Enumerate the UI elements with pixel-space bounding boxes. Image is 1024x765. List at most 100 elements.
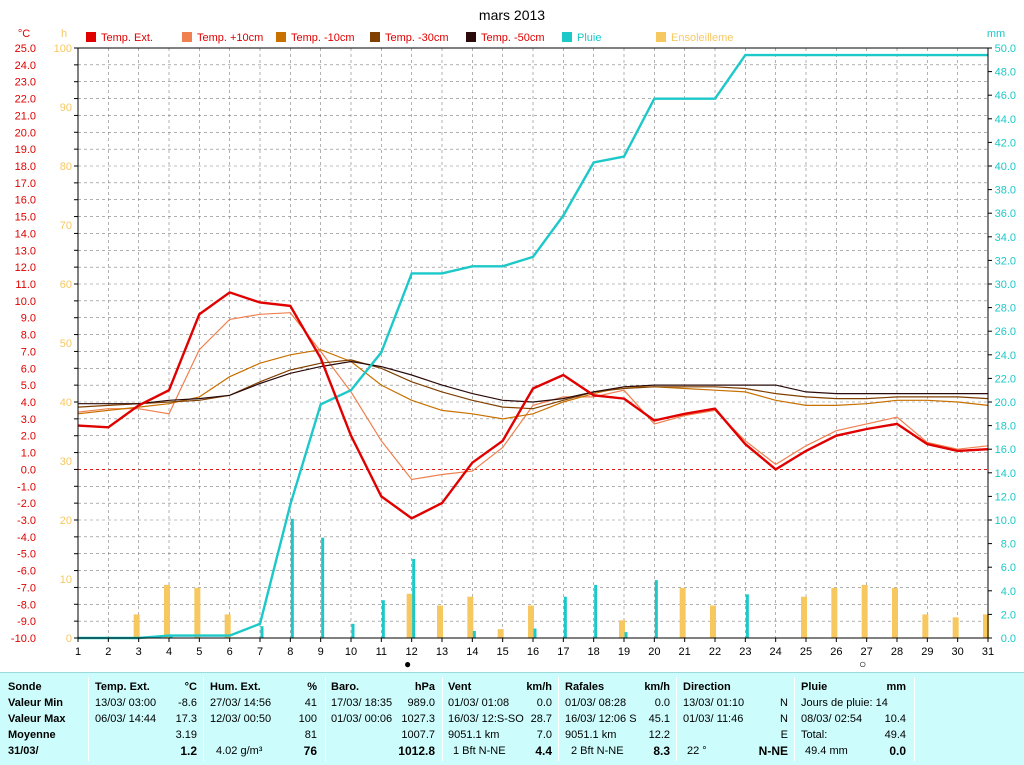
pluie-today-value: 0.0 xyxy=(889,744,906,758)
hum-header: Hum. Ext. xyxy=(210,681,261,693)
x-tick-label: 18 xyxy=(588,646,600,658)
vent-min-value: 0.0 xyxy=(536,697,552,709)
y-left-tick-label: 22.0 xyxy=(15,94,36,106)
daily-rain-bar xyxy=(563,596,567,638)
label-moyenne: Moyenne xyxy=(8,729,56,741)
direction-header: Direction xyxy=(683,681,731,693)
y-hours-tick-label: 70 xyxy=(60,220,72,232)
y-hours-tick-label: 50 xyxy=(60,338,72,350)
moon-marker: ○ xyxy=(859,657,866,670)
legend-label: Temp. -50cm xyxy=(481,32,545,44)
y-left-tick-label: 21.0 xyxy=(15,110,36,122)
y-hours-tick-label: 30 xyxy=(60,456,72,468)
y-left-tick-label: -10.0 xyxy=(11,633,36,645)
baro-min-date: 17/03/ 18:35 xyxy=(331,697,393,709)
y-left-tick-label: -7.0 xyxy=(17,582,36,594)
y-right-tick-label: 46.0 xyxy=(995,90,1016,102)
y-right-tick-label: 36.0 xyxy=(995,208,1016,220)
x-tick-label: 3 xyxy=(136,646,142,658)
x-tick-label: 6 xyxy=(227,646,233,658)
y-left-tick-label: 8.0 xyxy=(21,330,36,342)
y-hours-tick-label: 60 xyxy=(60,279,72,291)
y-right-tick-label: 6.0 xyxy=(1001,562,1016,574)
series-line-temp-50cm xyxy=(78,360,988,405)
direction-max-value: N xyxy=(780,713,788,725)
temp-today-value: 1.2 xyxy=(180,744,197,758)
x-tick-label: 16 xyxy=(527,646,539,658)
rafales-max-date: 16/03/ 12:06 S xyxy=(565,713,637,725)
x-tick-label: 29 xyxy=(921,646,933,658)
sunshine-bar xyxy=(922,614,929,638)
y-hours-tick-label: 0 xyxy=(66,633,72,645)
y-left-tick-label: -1.0 xyxy=(17,481,36,493)
x-tick-label: 10 xyxy=(345,646,357,658)
temp-min-value: -8.6 xyxy=(178,697,197,709)
series-line-temp-10cm xyxy=(77,349,989,420)
pluie-unit: mm xyxy=(886,681,906,693)
rafales-header: Rafales xyxy=(565,681,605,693)
right-axis-unit: mm xyxy=(987,28,1005,40)
chart-axes: 25.024.023.022.021.020.019.018.017.016.0… xyxy=(11,43,1016,658)
daily-rain-bar xyxy=(260,626,264,638)
vent-today-value: 4.4 xyxy=(535,744,552,758)
direction-max-date: 01/03/ 11:46 xyxy=(683,713,744,725)
pluie-rain-days: Jours de pluie: 14 xyxy=(801,697,888,709)
x-tick-label: 7 xyxy=(257,646,263,658)
y-left-tick-label: 0.0 xyxy=(21,464,36,476)
baro-header: Baro. xyxy=(331,681,360,693)
sunshine-bar xyxy=(710,605,716,638)
daily-rain-bar xyxy=(321,537,325,638)
legend-label: Temp. +10cm xyxy=(197,32,263,44)
y-right-tick-label: 50.0 xyxy=(995,43,1016,55)
x-tick-label: 20 xyxy=(648,646,660,658)
rafales-unit: km/h xyxy=(644,681,670,693)
y-right-tick-label: 2.0 xyxy=(1001,609,1016,621)
vent-avg-extra: 9051.1 km xyxy=(448,729,500,741)
sunshine-bar xyxy=(801,596,807,638)
hum-max-date: 12/03/ 00:50 xyxy=(210,713,272,725)
left-axis-unit: °C xyxy=(18,28,30,40)
label-valeur-max: Valeur Max xyxy=(8,713,66,725)
x-tick-label: 25 xyxy=(800,646,812,658)
x-tick-label: 28 xyxy=(891,646,903,658)
legend-label: Temp. Ext. xyxy=(101,32,153,44)
direction-today-extra: 22 ° xyxy=(687,745,707,757)
vent-avg-value: 7.0 xyxy=(536,729,552,741)
sunshine-bar xyxy=(952,617,959,638)
y-left-tick-label: -9.0 xyxy=(17,616,36,628)
pluie-max-date: 08/03/ 02:54 xyxy=(801,713,863,725)
x-tick-label: 1 xyxy=(75,646,81,658)
temp-header: Temp. Ext. xyxy=(95,681,150,693)
y-left-tick-label: -6.0 xyxy=(17,566,36,578)
legend-label: Ensoleilleme xyxy=(671,32,733,44)
legend-swatch xyxy=(562,32,572,42)
x-tick-label: 9 xyxy=(318,646,324,658)
x-tick-label: 12 xyxy=(406,646,418,658)
chart-legend: Temp. Ext. Temp. +10cm Temp. -10cm Temp. -3… xyxy=(86,32,733,44)
x-tick-label: 24 xyxy=(770,646,782,658)
baro-max-value: 1027.3 xyxy=(401,713,435,725)
y-left-tick-label: 23.0 xyxy=(15,77,36,89)
y-left-tick-label: -2.0 xyxy=(17,498,36,510)
rafales-min-date: 01/03/ 08:28 xyxy=(565,697,627,709)
y-right-tick-label: 42.0 xyxy=(995,137,1016,149)
label-valeur-min: Valeur Min xyxy=(8,697,64,709)
legend-swatch xyxy=(86,32,96,42)
y-right-tick-label: 8.0 xyxy=(1001,539,1016,551)
daily-rain-bar xyxy=(290,518,294,638)
sunshine-bar xyxy=(164,584,170,638)
hum-avg-value: 81 xyxy=(304,729,317,741)
sunshine-bar xyxy=(467,596,474,638)
daily-rain-bar xyxy=(412,558,416,638)
sunshine-bar xyxy=(406,593,413,638)
x-tick-label: 27 xyxy=(861,646,873,658)
legend-swatch xyxy=(182,32,192,42)
temp-unit: °C xyxy=(184,681,197,693)
x-tick-label: 2 xyxy=(105,646,111,658)
y-right-tick-label: 30.0 xyxy=(995,279,1016,291)
y-right-tick-label: 18.0 xyxy=(995,421,1016,433)
sunshine-bar xyxy=(224,614,231,638)
y-right-tick-label: 40.0 xyxy=(995,161,1016,173)
baro-max-date: 01/03/ 00:06 xyxy=(331,713,393,725)
baro-unit: hPa xyxy=(414,681,435,693)
